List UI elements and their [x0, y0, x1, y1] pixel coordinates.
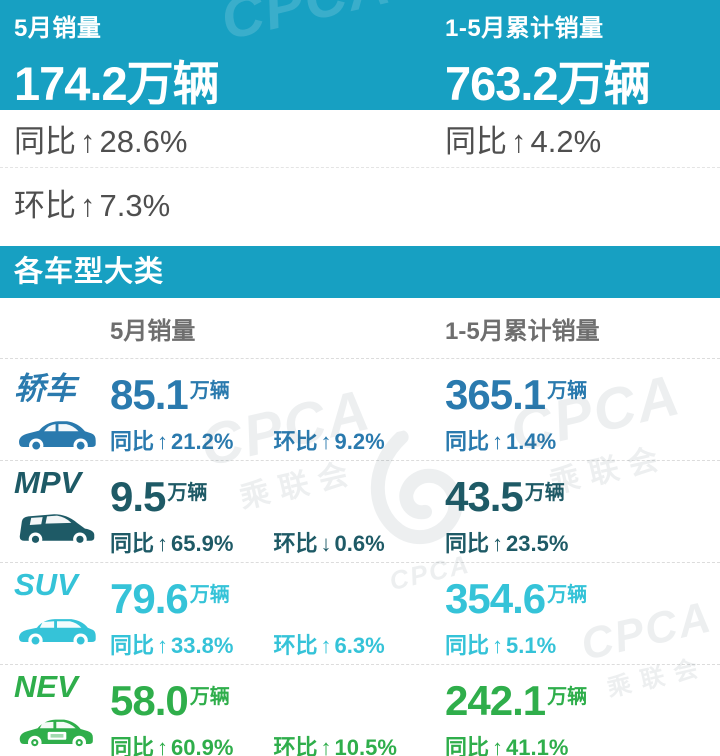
- category-cell: 轿车: [14, 359, 110, 460]
- up-arrow-icon: ↑: [320, 633, 332, 658]
- cumulative-yoy: 同比 ↑ 41.1%: [445, 735, 568, 756]
- cumulative-value: 43.5: [445, 473, 524, 520]
- cumulative-yoy: 同比 ↑ 1.4%: [445, 429, 557, 454]
- up-arrow-icon: ↑: [492, 531, 504, 556]
- may-cell: 58.0 万辆 同比 ↑ 60.9% 环比 ↑ 10.5%: [110, 665, 445, 756]
- may-value: 79.6: [110, 575, 189, 622]
- category-cell: SUV: [14, 563, 110, 664]
- up-arrow-icon: ↑: [492, 633, 504, 658]
- cumulative-value: 242.1: [445, 677, 546, 724]
- cumulative-cell: 43.5 万辆 同比 ↑ 23.5%: [445, 473, 569, 556]
- may-sales-value: 174.2万辆: [14, 57, 220, 110]
- table-header: 5月销量 1-5月累计销量: [0, 298, 720, 358]
- category-label: NEV: [14, 669, 78, 704]
- summary-header-band: 5月销量 174.2万辆 1-5月累计销量 763.2万辆 CPCA: [0, 0, 720, 110]
- category-cell: NEV: [14, 665, 110, 756]
- sedan-car-icon: [19, 421, 96, 453]
- cumulative-summary: 1-5月累计销量 763.2万辆: [445, 8, 720, 114]
- up-arrow-icon: ↑: [492, 735, 504, 756]
- cumulative-yoy: 同比 ↑ 23.5%: [445, 531, 569, 556]
- may-value: 9.5: [110, 473, 166, 520]
- category-label: SUV: [14, 567, 78, 602]
- may-value: 85.1: [110, 371, 189, 418]
- category-label: MPV: [14, 465, 82, 500]
- cumulative-cell: 242.1 万辆 同比 ↑ 41.1%: [445, 665, 720, 756]
- up-arrow-icon: ↑: [80, 124, 96, 159]
- may-yoy: 同比 ↑ 21.2%: [110, 429, 234, 454]
- may-yoy: 同比 ↑ 60.9%: [110, 735, 233, 756]
- may-yoy: 同比 ↑ 33.8%: [110, 633, 234, 658]
- may-yoy-stat: 同比 ↑ 28.6%: [14, 124, 188, 159]
- may-cell: 85.1 万辆 同比 ↑ 21.2% 环比 ↑ 9.2%: [110, 371, 385, 454]
- col-header-cumulative: 1-5月累计销量: [445, 317, 600, 345]
- nev-electric-car-icon: [19, 719, 93, 750]
- may-mom: 环比 ↑ 10.5%: [274, 735, 397, 756]
- cumulative-cell: 365.1 万辆 同比 ↑ 1.4%: [445, 371, 588, 454]
- vehicle-row-suv: SUV 79.6 万辆 同比 ↑ 33.8% 环比 ↑ 6.3% 354.6 万辆 同比 ↑ 5…: [0, 562, 720, 664]
- vehicle-row-nev: NEV 58.0 万辆 同比 ↑ 60.9% 环比 ↑ 10.5% 242.1 万辆 同比 ↑…: [0, 664, 720, 756]
- vehicle-row-sedan: 轿车 85.1 万辆 同比 ↑ 21.2% 环比 ↑ 9.2% 365.1 万辆 同比 ↑ 1.…: [0, 358, 720, 460]
- up-arrow-icon: ↑: [80, 187, 96, 223]
- cumulative-yoy-stat: 同比 ↑ 4.2%: [445, 124, 602, 159]
- mpv-van-icon: [19, 514, 95, 547]
- may-cell: 9.5 万辆 同比 ↑ 65.9% 环比 ↓ 0.6%: [110, 473, 385, 556]
- category-label: 轿车: [14, 371, 76, 406]
- suv-car-icon: [19, 619, 96, 648]
- up-arrow-icon: ↑: [157, 531, 169, 556]
- cumulative-value: 354.6: [445, 575, 546, 622]
- up-arrow-icon: ↑: [157, 735, 169, 756]
- down-arrow-icon: ↓: [320, 531, 332, 556]
- col-header-may: 5月销量: [110, 317, 196, 345]
- up-arrow-icon: ↑: [492, 429, 504, 454]
- may-sales-label: 5月销量: [14, 15, 102, 42]
- may-summary: 5月销量 174.2万辆: [14, 8, 445, 114]
- up-arrow-icon: ↑: [511, 124, 527, 159]
- may-yoy: 同比 ↑ 65.9%: [110, 531, 234, 556]
- up-arrow-icon: ↑: [157, 429, 169, 454]
- cumulative-sales-label: 1-5月累计销量: [445, 15, 604, 42]
- up-arrow-icon: ↑: [157, 633, 169, 658]
- cumulative-sales-value: 763.2万辆: [445, 57, 651, 110]
- vehicle-row-mpv: MPV 9.5 万辆 同比 ↑ 65.9% 环比 ↓ 0.6% 43.5 万辆 同比 ↑ 23.…: [0, 460, 720, 562]
- may-mom: 环比 ↑ 9.2%: [273, 429, 385, 454]
- may-mom-stat: 环比 ↑ 7.3%: [14, 187, 171, 223]
- section-title: 各车型大类: [0, 246, 720, 298]
- may-mom: 环比 ↓ 0.6%: [273, 531, 385, 556]
- cumulative-value: 365.1: [445, 371, 546, 418]
- up-arrow-icon: ↑: [320, 429, 332, 454]
- cumulative-cell: 354.6 万辆 同比 ↑ 5.1%: [445, 575, 588, 658]
- up-arrow-icon: ↑: [320, 735, 332, 756]
- summary-stats: 同比 ↑ 28.6% 同比 ↑ 4.2% 环比 ↑ 7.3%: [0, 110, 720, 236]
- may-value: 58.0: [110, 677, 189, 724]
- may-mom: 环比 ↑ 6.3%: [273, 633, 385, 658]
- cumulative-yoy: 同比 ↑ 5.1%: [445, 633, 557, 658]
- category-cell: MPV: [14, 461, 110, 562]
- may-cell: 79.6 万辆 同比 ↑ 33.8% 环比 ↑ 6.3%: [110, 575, 385, 658]
